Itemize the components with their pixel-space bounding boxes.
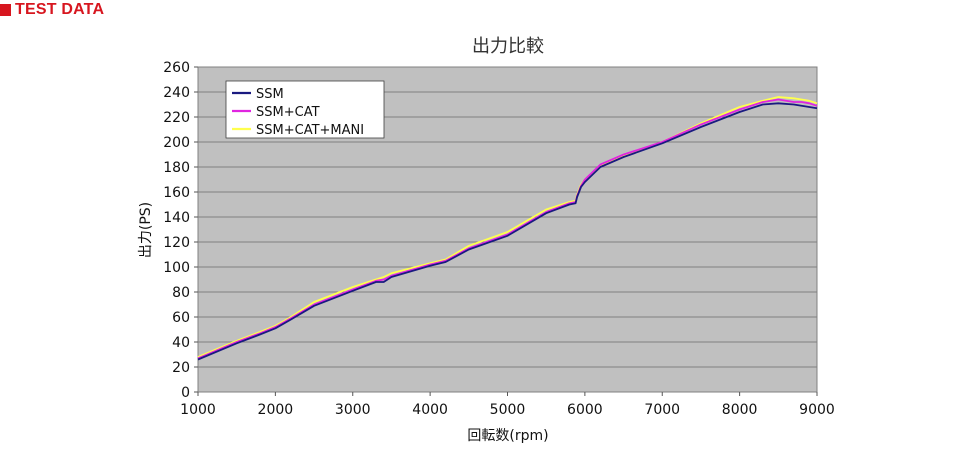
y-tick-label: 120 bbox=[163, 235, 190, 251]
legend-label: SSM bbox=[256, 87, 284, 102]
y-axis-ticks: 0 20 40 60 80 100 120 140 160 180 200 220 240 260 bbox=[163, 60, 198, 401]
y-axis-label: 出力(PS) bbox=[138, 202, 154, 258]
series-line-ssm-cat bbox=[197, 98, 818, 360]
y-tick-label: 20 bbox=[172, 360, 190, 376]
legend-box bbox=[225, 80, 385, 139]
section-header: TEST DATA bbox=[0, 0, 104, 20]
legend-label: SSM+CAT+MANI bbox=[256, 123, 364, 138]
y-tick-label: 80 bbox=[172, 285, 190, 301]
series-line-ssm bbox=[197, 102, 818, 361]
x-tick-label: 9000 bbox=[799, 402, 835, 418]
legend-label: SSM+CAT bbox=[256, 105, 320, 120]
section-title: TEST DATA bbox=[15, 1, 105, 18]
y-tick-label: 180 bbox=[163, 160, 190, 176]
series-line-ssm-cat-mani bbox=[197, 96, 818, 358]
x-tick-label: 2000 bbox=[258, 402, 294, 418]
y-tick-label: 200 bbox=[163, 135, 190, 151]
section-marker-icon bbox=[0, 4, 11, 16]
x-axis-ticks: 1000 2000 3000 4000 5000 6000 7000 8000 9000 bbox=[180, 392, 835, 418]
y-tick-label: 260 bbox=[163, 60, 190, 76]
series-lines bbox=[197, 96, 818, 361]
y-tick-label: 0 bbox=[181, 385, 190, 401]
x-tick-label: 8000 bbox=[722, 402, 758, 418]
x-tick-label: 3000 bbox=[335, 402, 371, 418]
x-tick-label: 1000 bbox=[180, 402, 216, 418]
y-tick-label: 220 bbox=[163, 110, 190, 126]
y-tick-label: 60 bbox=[172, 310, 190, 326]
x-tick-label: 4000 bbox=[412, 402, 448, 418]
y-tick-label: 160 bbox=[163, 185, 190, 201]
x-tick-label: 7000 bbox=[644, 402, 680, 418]
x-tick-label: 6000 bbox=[567, 402, 603, 418]
y-tick-label: 140 bbox=[163, 210, 190, 226]
x-axis-label: 回転数(rpm) bbox=[467, 428, 548, 444]
y-tick-label: 100 bbox=[163, 260, 190, 276]
y-tick-label: 240 bbox=[163, 85, 190, 101]
y-tick-label: 40 bbox=[172, 335, 190, 351]
x-tick-label: 5000 bbox=[490, 402, 526, 418]
legend: SSM SSM+CAT SSM+CAT+MANI bbox=[225, 80, 385, 139]
chart-title: 出力比較 bbox=[472, 36, 544, 57]
